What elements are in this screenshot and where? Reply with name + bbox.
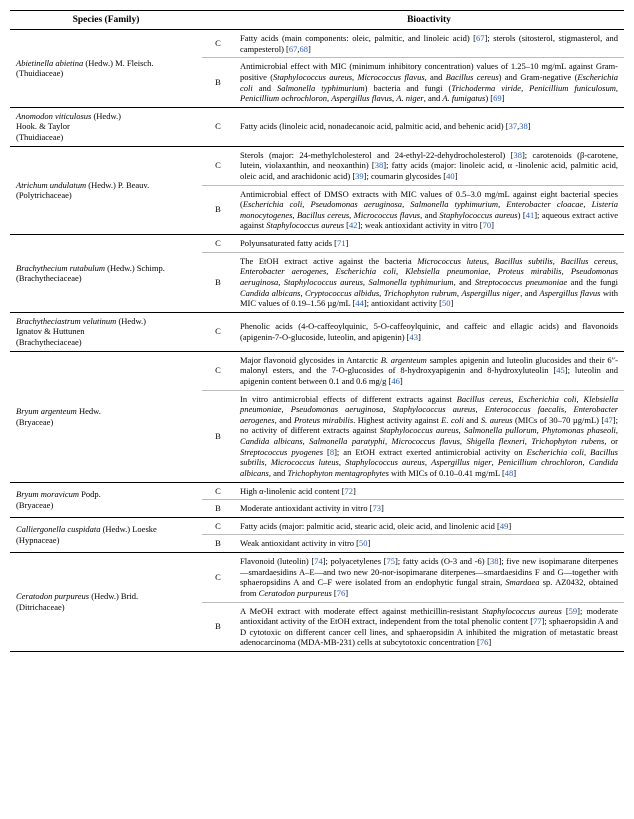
entry-type: B — [202, 500, 234, 518]
bioactivity-text: Fatty acids (main components: oleic, pal… — [234, 30, 624, 58]
entry-type: C — [202, 517, 234, 535]
species-cell: Brachytheciastrum velutinum (Hedw.)Ignat… — [10, 312, 202, 351]
bioactivity-text: Fatty acids (linoleic acid, nonadecanoic… — [234, 107, 624, 146]
bioactivity-table: Species (Family) Bioactivity Abietinella… — [10, 10, 624, 652]
entry-type: B — [202, 185, 234, 235]
species-cell: Brachythecium rutabulum (Hedw.) Schimp.(… — [10, 235, 202, 313]
bioactivity-text: Antimicrobial effect with MIC (minimum i… — [234, 58, 624, 108]
entry-type: C — [202, 107, 234, 146]
bioactivity-text: Fatty acids (major: palmitic acid, stear… — [234, 517, 624, 535]
bioactivity-text: Flavonoid (luteolin) [74]; polyacetylene… — [234, 553, 624, 603]
entry-type: C — [202, 553, 234, 603]
entry-type: B — [202, 390, 234, 482]
bioactivity-text: Moderate antioxidant activity in vitro [… — [234, 500, 624, 518]
bioactivity-text: Major flavonoid glycosides in Antarctic … — [234, 351, 624, 390]
entry-type: C — [202, 146, 234, 185]
entry-type: B — [202, 535, 234, 553]
entry-type: B — [202, 252, 234, 312]
entry-type: C — [202, 351, 234, 390]
entry-type: B — [202, 58, 234, 108]
bioactivity-text: Polyunsaturated fatty acids [71] — [234, 235, 624, 253]
entry-type: C — [202, 30, 234, 58]
bioactivity-text: In vitro antimicrobial effects of differ… — [234, 390, 624, 482]
species-cell: Bryum moravicum Podp.(Bryaceae) — [10, 482, 202, 517]
species-cell: Calliergonella cuspidata (Hedw.) Loeske(… — [10, 517, 202, 552]
bioactivity-text: Sterols (major: 24-methylcholesterol and… — [234, 146, 624, 185]
entry-type: C — [202, 312, 234, 351]
species-cell: Abietinella abietina (Hedw.) M. Fleisch.… — [10, 30, 202, 108]
species-cell: Ceratodon purpureus (Hedw.) Brid.(Ditric… — [10, 553, 202, 652]
entry-type: C — [202, 482, 234, 500]
bioactivity-text: A MeOH extract with moderate effect agai… — [234, 602, 624, 652]
bioactivity-text: Antimicrobial effect of DMSO extracts wi… — [234, 185, 624, 235]
species-cell: Bryum argenteum Hedw.(Bryaceae) — [10, 351, 202, 482]
species-cell: Atrichum undulatum (Hedw.) P. Beauv.(Pol… — [10, 146, 202, 234]
bioactivity-text: Weak antioxidant activity in vitro [50] — [234, 535, 624, 553]
species-cell: Anomodon viticulosus (Hedw.)Hook. & Tayl… — [10, 107, 202, 146]
bioactivity-text: Phenolic acids (4-O-caffeoylquinic, 5-O-… — [234, 312, 624, 351]
col-species: Species (Family) — [10, 11, 202, 30]
bioactivity-text: High α-linolenic acid content [72] — [234, 482, 624, 500]
bioactivity-text: The EtOH extract active against the bact… — [234, 252, 624, 312]
entry-type: C — [202, 235, 234, 253]
col-bioactivity: Bioactivity — [234, 11, 624, 30]
col-type-spacer — [202, 11, 234, 30]
entry-type: B — [202, 602, 234, 652]
